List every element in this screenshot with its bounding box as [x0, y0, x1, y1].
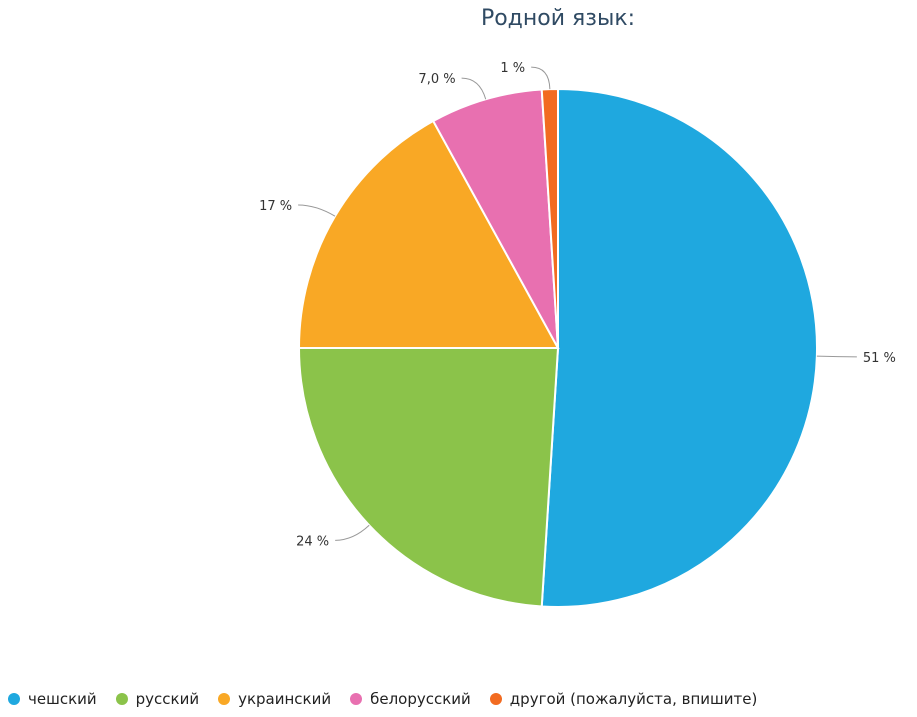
legend-label: белорусский — [370, 690, 471, 708]
legend-label: украинский — [238, 690, 332, 708]
legend-item[interactable]: другой (пожалуйста, впишите) — [489, 690, 758, 708]
legend-marker-icon — [8, 693, 20, 705]
pie-slice[interactable] — [540, 87, 559, 349]
label-leader-line — [531, 66, 551, 90]
slice-data-label: 24 % — [296, 534, 329, 549]
label-leader-line — [335, 524, 370, 541]
legend-marker-icon — [350, 693, 363, 705]
legend-label: русский — [135, 690, 200, 708]
label-leader-line — [816, 355, 857, 358]
legend-marker-icon — [218, 693, 231, 705]
legend-label: чешский — [28, 690, 97, 708]
pie-chart: 51 % 24 % 17 % 7,0 % 1 % — [259, 61, 896, 608]
slice-data-label: 1 % — [500, 61, 525, 76]
legend-item[interactable]: русский — [115, 690, 200, 708]
slice-data-label: 7,0 % — [418, 72, 455, 87]
legend-item[interactable]: чешский — [8, 690, 97, 708]
legend-label: другой (пожалуйста, впишите) — [509, 690, 758, 708]
legend-item[interactable]: белорусский — [350, 690, 471, 708]
pie-slice[interactable] — [540, 87, 818, 608]
pie-slice[interactable] — [297, 119, 560, 349]
label-leader-line — [461, 77, 487, 100]
legend-marker-icon — [115, 693, 128, 705]
chart-title: Родной язык: — [480, 6, 636, 31]
slice-data-label: 17 % — [259, 199, 292, 214]
label-leader-line — [298, 204, 336, 217]
pie-slice[interactable] — [431, 88, 559, 349]
legend: чешский русский украинский белорусский друго… — [8, 690, 913, 708]
pie-slice[interactable] — [297, 347, 560, 608]
legend-item[interactable]: украинский — [218, 690, 331, 708]
legend-marker-icon — [489, 693, 502, 705]
slice-data-label: 51 % — [863, 351, 896, 366]
